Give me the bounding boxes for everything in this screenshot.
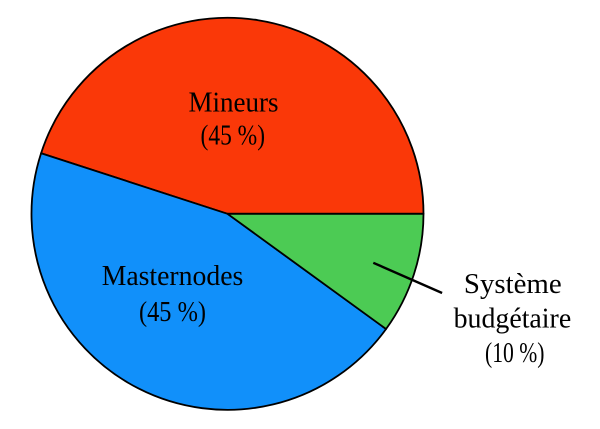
svg-text:(45 %): (45 %) bbox=[139, 297, 206, 328]
svg-text:(10 %): (10 %) bbox=[485, 338, 544, 369]
svg-text:Mineurs: Mineurs bbox=[189, 88, 279, 119]
svg-text:Système: Système bbox=[464, 269, 562, 300]
svg-text:budgétaire: budgétaire bbox=[454, 304, 572, 335]
svg-text:(45 %): (45 %) bbox=[201, 121, 266, 152]
svg-text:Masternodes: Masternodes bbox=[102, 261, 244, 292]
